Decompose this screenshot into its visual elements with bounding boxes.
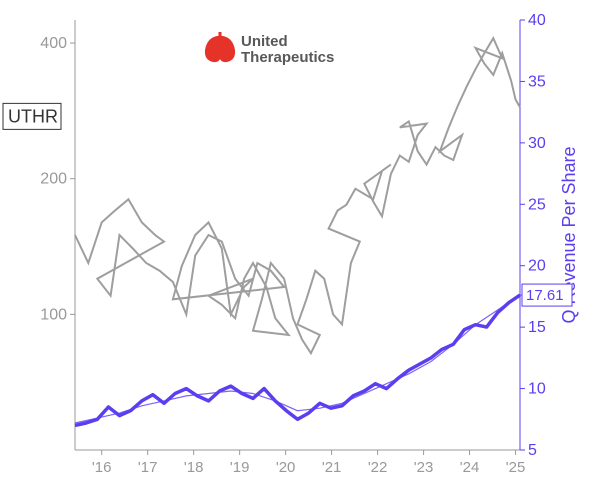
- y1-tick-label: 200: [40, 171, 67, 188]
- x-tick-label: '19: [230, 459, 250, 476]
- x-tick-label: '18: [184, 459, 204, 476]
- y2-tick-label: 15: [528, 319, 546, 336]
- price-line: [75, 38, 520, 353]
- x-tick-label: '17: [138, 459, 158, 476]
- y2-tick-label: 10: [528, 381, 546, 398]
- chart-svg: 100 200 400 5 10 15 20 25 30 35 40 '16 '17 '18 '19 '20 '…: [0, 0, 600, 500]
- x-tick-label: '21: [322, 459, 342, 476]
- y2-tick-label: 20: [528, 258, 546, 275]
- x-tick-label: '25: [506, 459, 526, 476]
- y2-tick-label: 5: [528, 442, 537, 459]
- x-tick-label: '16: [92, 459, 112, 476]
- company-logo: UnitedTherapeutics: [205, 32, 334, 66]
- logo-line2: Therapeutics: [241, 49, 334, 66]
- y1-tick-label: 400: [40, 35, 67, 52]
- x-tick-label: '23: [414, 459, 434, 476]
- logo-line1: United: [241, 33, 288, 50]
- x-tick-label: '20: [276, 459, 296, 476]
- last-value-label: 17.61: [526, 287, 564, 304]
- y2-tick-label: 25: [528, 196, 546, 213]
- y1-tick-label: 100: [40, 306, 67, 323]
- y2-tick-label: 35: [528, 73, 546, 90]
- ticker-label: UTHR: [8, 106, 58, 126]
- revenue-trend-line: [75, 295, 520, 423]
- x-tick-label: '22: [368, 459, 388, 476]
- y2-tick-label: 40: [528, 12, 546, 29]
- stock-revenue-chart: 100 200 400 5 10 15 20 25 30 35 40 '16 '17 '18 '19 '20 '…: [0, 0, 600, 500]
- x-tick-label: '24: [460, 459, 480, 476]
- y2-tick-label: 30: [528, 135, 546, 152]
